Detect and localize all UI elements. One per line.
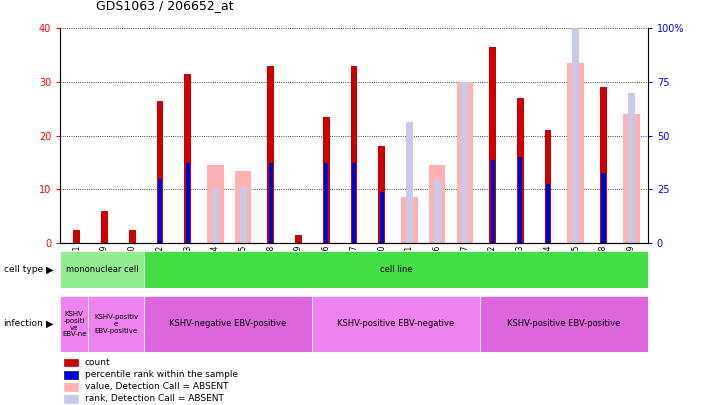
Bar (144, 251, 648, 288)
Bar (379, 192, 384, 243)
Bar (517, 98, 524, 243)
Text: ▶: ▶ (45, 264, 53, 274)
Bar (207, 165, 224, 243)
Bar (457, 82, 473, 243)
Text: KSHV-positiv
e
EBV-positive: KSHV-positiv e EBV-positive (94, 314, 138, 334)
Bar (429, 165, 445, 243)
Bar (323, 117, 330, 243)
Bar (546, 184, 550, 243)
Bar (64, 383, 78, 391)
Bar (295, 235, 302, 243)
Bar (101, 211, 108, 243)
Bar (268, 66, 274, 243)
Text: KSHV-positive EBV-positive: KSHV-positive EBV-positive (507, 320, 620, 328)
Bar (518, 157, 523, 243)
Bar (628, 93, 634, 243)
Bar (462, 82, 468, 243)
Bar (567, 63, 584, 243)
Text: infection: infection (4, 320, 43, 328)
Bar (185, 162, 190, 243)
Bar (235, 171, 251, 243)
Bar (64, 395, 78, 403)
Text: cell line: cell line (379, 265, 412, 274)
Bar (401, 197, 418, 243)
Bar (74, 230, 80, 243)
Bar (350, 66, 358, 243)
Bar (324, 162, 329, 243)
Bar (491, 160, 495, 243)
Text: GDS1063 / 206652_at: GDS1063 / 206652_at (96, 0, 233, 12)
Text: rank, Detection Call = ABSENT: rank, Detection Call = ABSENT (85, 394, 224, 403)
Bar (60, 251, 144, 288)
Bar (623, 114, 639, 243)
Bar (158, 179, 162, 243)
Bar (489, 47, 496, 243)
Bar (544, 130, 552, 243)
Bar (406, 122, 413, 243)
Bar (480, 296, 648, 352)
Bar (434, 179, 440, 243)
Bar (601, 173, 605, 243)
Text: percentile rank within the sample: percentile rank within the sample (85, 370, 238, 379)
Bar (212, 190, 219, 243)
Bar (129, 230, 136, 243)
Bar (64, 371, 78, 379)
Text: count: count (85, 358, 110, 367)
Text: KSHV-negative EBV-positive: KSHV-negative EBV-positive (169, 320, 287, 328)
Bar (60, 296, 88, 352)
Text: mononuclear cell: mononuclear cell (66, 265, 139, 274)
Bar (572, 28, 579, 243)
Bar (312, 296, 480, 352)
Text: value, Detection Call = ABSENT: value, Detection Call = ABSENT (85, 382, 229, 391)
Text: KSHV-positive EBV-negative: KSHV-positive EBV-negative (337, 320, 455, 328)
Text: KSHV
-positi
ve
EBV-ne: KSHV -positi ve EBV-ne (62, 311, 86, 337)
Bar (352, 162, 356, 243)
Text: cell type: cell type (4, 265, 42, 274)
Text: ▶: ▶ (45, 319, 53, 329)
Bar (156, 101, 164, 243)
Bar (240, 187, 246, 243)
Bar (64, 358, 78, 367)
Bar (600, 87, 607, 243)
Bar (88, 296, 144, 352)
Bar (144, 296, 312, 352)
Bar (184, 74, 191, 243)
Bar (269, 162, 273, 243)
Bar (378, 147, 385, 243)
